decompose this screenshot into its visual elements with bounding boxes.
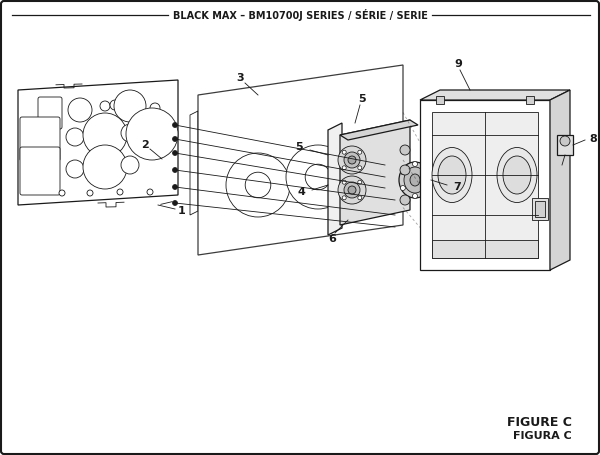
Text: 3: 3	[236, 73, 244, 83]
Ellipse shape	[147, 189, 153, 195]
Bar	[436, 96, 444, 104]
Ellipse shape	[150, 103, 160, 113]
Ellipse shape	[432, 147, 472, 202]
Circle shape	[413, 193, 418, 198]
Polygon shape	[420, 90, 570, 100]
Ellipse shape	[87, 190, 93, 196]
Circle shape	[400, 145, 410, 155]
Ellipse shape	[404, 167, 426, 193]
Circle shape	[361, 160, 383, 182]
Polygon shape	[340, 120, 410, 225]
Circle shape	[286, 145, 350, 209]
Circle shape	[358, 166, 362, 170]
Ellipse shape	[497, 147, 537, 202]
Text: 8: 8	[589, 134, 597, 144]
Ellipse shape	[121, 156, 139, 174]
Text: 5: 5	[358, 94, 366, 104]
Circle shape	[348, 186, 356, 194]
Circle shape	[173, 151, 178, 156]
Circle shape	[342, 150, 346, 154]
Text: FIGURA C: FIGURA C	[513, 431, 572, 441]
Ellipse shape	[126, 108, 178, 160]
Circle shape	[348, 156, 356, 164]
Circle shape	[344, 182, 360, 198]
Text: 2: 2	[141, 140, 149, 150]
Ellipse shape	[410, 174, 420, 186]
Circle shape	[413, 162, 418, 167]
Polygon shape	[18, 80, 178, 205]
Circle shape	[245, 172, 271, 198]
Polygon shape	[328, 123, 342, 235]
Ellipse shape	[114, 90, 146, 122]
Ellipse shape	[59, 190, 65, 196]
Text: 5: 5	[295, 142, 303, 152]
Circle shape	[400, 195, 410, 205]
Ellipse shape	[110, 100, 120, 110]
Ellipse shape	[503, 156, 531, 194]
Circle shape	[358, 196, 362, 200]
Circle shape	[400, 170, 406, 175]
Circle shape	[425, 170, 430, 175]
Ellipse shape	[399, 162, 431, 198]
Circle shape	[173, 122, 178, 127]
Circle shape	[338, 146, 366, 174]
Bar	[432, 240, 538, 258]
Ellipse shape	[100, 101, 110, 111]
Circle shape	[173, 136, 178, 142]
Circle shape	[173, 167, 178, 172]
Circle shape	[358, 150, 362, 154]
Circle shape	[344, 143, 400, 199]
Circle shape	[400, 165, 410, 175]
Circle shape	[560, 136, 570, 146]
Bar	[532, 198, 548, 220]
Text: BLACK MAX – BM10700J SERIES / SÉRIE / SERIE: BLACK MAX – BM10700J SERIES / SÉRIE / SE…	[173, 9, 427, 21]
Circle shape	[305, 164, 331, 190]
Text: FIGURE C: FIGURE C	[507, 416, 572, 430]
Ellipse shape	[68, 98, 92, 122]
Polygon shape	[198, 65, 403, 255]
Text: 4: 4	[297, 187, 305, 197]
Circle shape	[425, 186, 430, 191]
Ellipse shape	[438, 156, 466, 194]
Circle shape	[173, 201, 178, 206]
Text: 6: 6	[328, 234, 336, 244]
Circle shape	[226, 153, 290, 217]
Circle shape	[338, 176, 366, 204]
Ellipse shape	[66, 160, 84, 178]
Circle shape	[342, 196, 346, 200]
Polygon shape	[420, 100, 550, 270]
Text: 1: 1	[178, 206, 186, 216]
Polygon shape	[340, 120, 418, 140]
Bar	[432, 112, 538, 258]
Circle shape	[173, 184, 178, 189]
FancyBboxPatch shape	[20, 117, 60, 161]
Text: 9: 9	[454, 59, 462, 69]
Circle shape	[358, 180, 362, 184]
Text: 7: 7	[453, 182, 461, 192]
Circle shape	[342, 166, 346, 170]
Circle shape	[344, 152, 360, 168]
Bar	[535, 201, 545, 217]
Circle shape	[342, 180, 346, 184]
Circle shape	[400, 186, 406, 191]
FancyBboxPatch shape	[38, 97, 62, 129]
Ellipse shape	[83, 145, 127, 189]
Bar	[557, 135, 573, 155]
Ellipse shape	[83, 113, 127, 157]
Polygon shape	[190, 111, 198, 215]
Ellipse shape	[121, 124, 139, 142]
Ellipse shape	[117, 189, 123, 195]
Bar	[526, 96, 534, 104]
Polygon shape	[550, 90, 570, 270]
Ellipse shape	[66, 128, 84, 146]
FancyBboxPatch shape	[20, 147, 60, 195]
